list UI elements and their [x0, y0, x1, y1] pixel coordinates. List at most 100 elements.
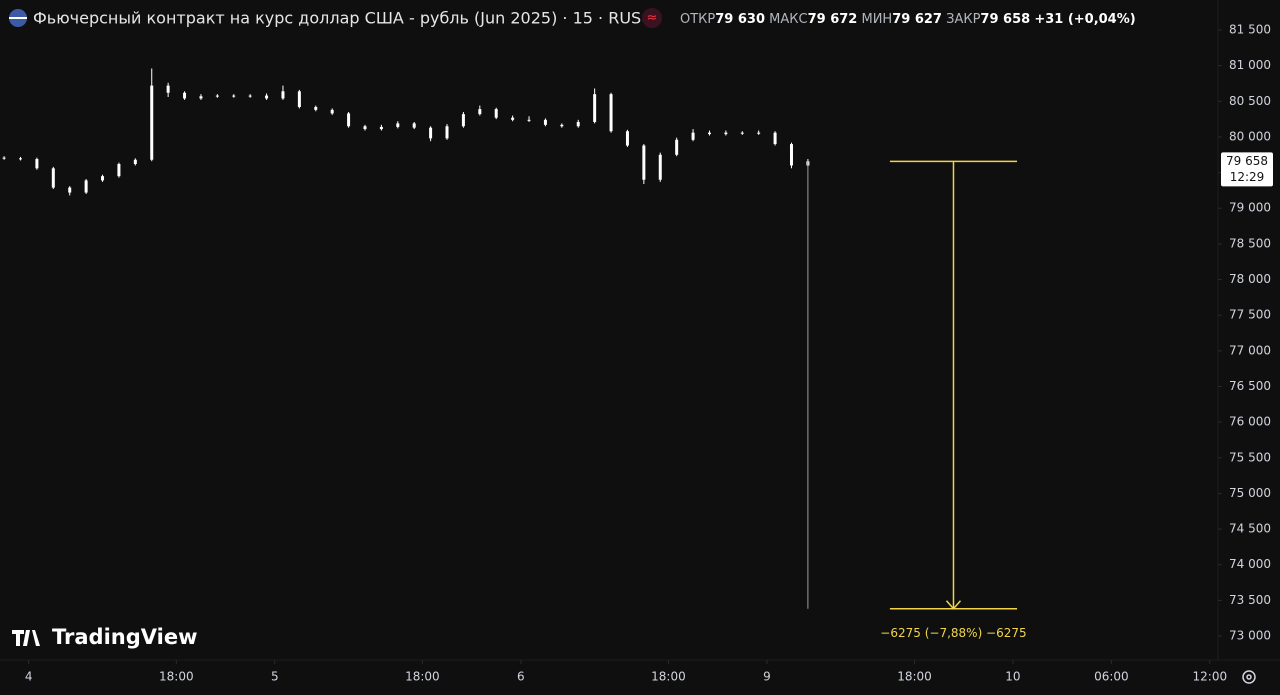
- candle-body: [183, 92, 187, 99]
- x-tick-label: 18:00: [159, 670, 194, 684]
- value: 79 630: [715, 12, 765, 27]
- y-tick-label: 73 000: [1229, 629, 1271, 643]
- label: МИН: [861, 12, 892, 27]
- candle-body: [265, 95, 269, 99]
- change: +31 (+0,04%): [1034, 12, 1135, 27]
- candle-body: [609, 94, 613, 132]
- candle-body: [740, 132, 744, 134]
- y-tick-label: 74 000: [1229, 557, 1271, 571]
- y-tick-label: 73 500: [1229, 593, 1271, 607]
- candle-body: [724, 132, 728, 135]
- x-tick-label: 10: [1005, 670, 1020, 684]
- candle-body: [461, 114, 465, 127]
- candle-body: [248, 95, 252, 97]
- y-tick-label: 81 000: [1229, 58, 1271, 72]
- chart-title[interactable]: Фьючерсный контракт на курс доллар США -…: [33, 9, 641, 28]
- candle-body: [560, 124, 564, 127]
- indicator-icon-glyph: ≈: [647, 11, 658, 26]
- candle-body: [445, 126, 449, 139]
- candle-body: [658, 154, 662, 180]
- y-tick-label: 74 500: [1229, 522, 1271, 536]
- candle-body: [2, 157, 6, 159]
- candle-body: [84, 180, 88, 193]
- candle-body: [789, 144, 793, 166]
- measure-label: −6275 (−7,88%) −6275: [880, 626, 1026, 640]
- candle-body: [593, 94, 597, 122]
- settings-button-center: [1246, 674, 1252, 680]
- candle-body: [297, 91, 301, 107]
- x-tick-label: 12:00: [1193, 670, 1228, 684]
- y-tick-label: 80 000: [1229, 129, 1271, 143]
- flag-stripe: [9, 17, 27, 19]
- candle-body: [773, 132, 777, 145]
- candle-body: [101, 176, 105, 181]
- candle-body: [133, 159, 137, 165]
- last-time-label: 12:29: [1230, 170, 1265, 184]
- x-tick-label: 18:00: [405, 670, 440, 684]
- y-tick-label: 78 000: [1229, 272, 1271, 286]
- candle-body: [281, 91, 285, 99]
- candle-body: [757, 132, 761, 134]
- candle-body: [150, 85, 154, 160]
- last-price-label: 79 658: [1226, 154, 1268, 168]
- y-tick-label: 76 000: [1229, 415, 1271, 429]
- candle-body: [347, 113, 351, 127]
- x-tick-label: 18:00: [651, 670, 686, 684]
- measure-arrow-head: [945, 600, 962, 610]
- candle-body: [707, 132, 711, 135]
- candle-body: [51, 168, 55, 188]
- candle-body: [691, 132, 695, 140]
- label: ЗАКР: [946, 12, 980, 27]
- value: 79 672: [808, 12, 858, 27]
- candle-body: [117, 164, 121, 177]
- candle-body: [478, 109, 482, 115]
- value: 79 627: [892, 12, 942, 27]
- candle-body: [363, 126, 367, 130]
- indicator-icon[interactable]: [642, 8, 662, 28]
- logo-icon: [12, 630, 40, 646]
- candle-body: [429, 127, 433, 139]
- candle-body: [642, 145, 646, 180]
- candle-body: [543, 119, 547, 125]
- candle-body: [675, 139, 679, 155]
- x-tick-label: 06:00: [1094, 670, 1129, 684]
- candle-body: [412, 123, 416, 128]
- x-tick-label: 5: [271, 670, 279, 684]
- x-tick-label: 18:00: [897, 670, 932, 684]
- candle-body: [576, 121, 580, 127]
- candle-body: [379, 126, 383, 130]
- y-tick-label: 75 000: [1229, 486, 1271, 500]
- y-tick-label: 76 500: [1229, 379, 1271, 393]
- candle-body: [19, 158, 23, 160]
- y-tick-label: 78 500: [1229, 236, 1271, 250]
- label: МАКС: [769, 12, 807, 27]
- candle-body: [166, 85, 170, 93]
- candle-body: [199, 96, 203, 99]
- y-tick-label: 77 500: [1229, 308, 1271, 322]
- settings-button[interactable]: [1242, 670, 1256, 684]
- candle-body: [68, 187, 72, 193]
- candle-body: [314, 106, 318, 110]
- candle-body: [625, 131, 629, 146]
- candle-body: [511, 117, 515, 120]
- value: 79 658: [980, 12, 1030, 27]
- candle-body: [527, 119, 531, 121]
- y-tick-label: 80 500: [1229, 94, 1271, 108]
- candle-body: [494, 109, 498, 118]
- label: ОТКР: [680, 12, 715, 27]
- y-tick-label: 79 000: [1229, 201, 1271, 215]
- candle-body: [330, 109, 334, 114]
- ohlc-header: ОТКР79 630 МАКС79 672 МИН79 627 ЗАКР79 6…: [680, 12, 1136, 27]
- x-tick-label: 6: [517, 670, 525, 684]
- candle-body: [396, 123, 400, 127]
- x-tick-label: 9: [763, 670, 771, 684]
- candle-body: [232, 95, 236, 97]
- y-tick-label: 81 500: [1229, 23, 1271, 37]
- last-price-box: [1221, 152, 1273, 187]
- x-tick-label: 4: [25, 670, 33, 684]
- y-tick-label: 77 000: [1229, 343, 1271, 357]
- y-tick-label: 75 500: [1229, 450, 1271, 464]
